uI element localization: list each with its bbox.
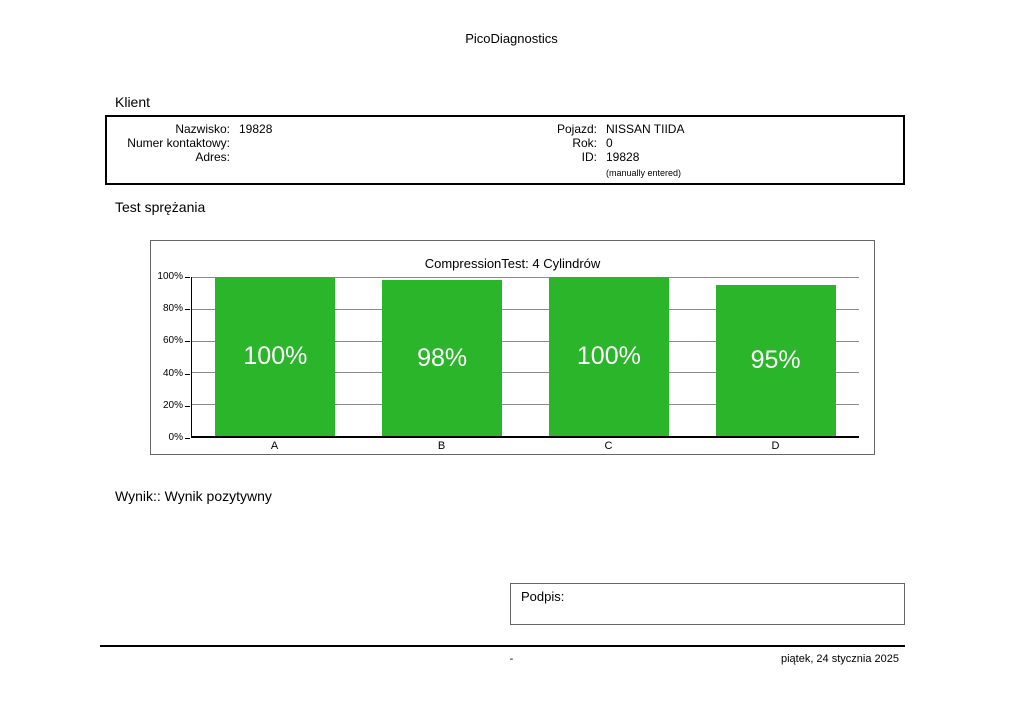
grid-line <box>192 372 859 374</box>
chart-y-axis: 100% 80% 60% 40% 20% 0% <box>151 272 191 443</box>
footer-divider <box>100 645 905 647</box>
y-axis-tick: 40% <box>162 367 191 379</box>
grid-line <box>192 340 859 342</box>
footer-page-indicator: - <box>509 653 514 665</box>
signature-box: Podpis: <box>510 583 905 625</box>
client-left-column: Nazwisko: 19828 Numer kontaktowy: Adres: <box>115 122 272 164</box>
client-field-nazwisko: Nazwisko: 19828 <box>115 122 272 136</box>
grid-line <box>192 277 859 278</box>
chart-plot: 100% 98% 100% 95% <box>191 277 859 438</box>
bar-B: 98% <box>382 280 503 436</box>
field-value-id: 19828 <box>606 150 640 164</box>
field-label-pojazd: Pojazd: <box>556 122 597 136</box>
client-field-numer-kontaktowy: Numer kontaktowy: <box>115 136 272 150</box>
field-label-rok: Rok: <box>572 136 597 150</box>
client-field-adres: Adres: <box>115 150 272 164</box>
compression-chart: CompressionTest: 4 Cylindrów 100% 80% 60% 4… <box>150 240 875 455</box>
y-axis-tick: 20% <box>162 399 191 411</box>
bar-segment-D: 95% <box>692 277 859 436</box>
client-field-pojazd: Pojazd: NISSAN TIIDA <box>507 122 685 136</box>
compression-section-title: Test sprężania <box>115 199 206 215</box>
report-title: PicoDiagnostics <box>465 31 558 46</box>
chart-title: CompressionTest: 4 Cylindrów <box>424 256 601 271</box>
client-field-rok: Rok: 0 <box>507 136 684 150</box>
footer-date: piątek, 24 stycznia 2025 <box>780 653 899 665</box>
x-axis-label-D: D <box>771 440 780 452</box>
client-info-box: Nazwisko: 19828 Numer kontaktowy: Adres:… <box>105 115 905 185</box>
client-section-title: Klient <box>115 94 151 110</box>
field-value-rok: 0 <box>606 136 613 150</box>
bar-value-label: 100% <box>576 342 641 370</box>
bar-C: 100% <box>548 277 669 436</box>
bar-D: 95% <box>715 284 836 436</box>
grid-line <box>192 404 859 406</box>
chart-x-labels: A B C D <box>191 440 859 452</box>
y-axis-tick: 60% <box>162 335 191 347</box>
bar-segment-B: 98% <box>359 277 526 436</box>
signature-label: Podpis: <box>521 589 565 604</box>
manually-entered-note: (manually entered) <box>606 168 682 178</box>
client-right-column: Pojazd: NISSAN TIIDA Rok: 0 ID: 19828 (m… <box>507 122 685 180</box>
field-label-nazwisko: Nazwisko: <box>175 122 230 136</box>
x-axis-label-C: C <box>604 440 613 452</box>
bar-segment-A: 100% <box>192 277 359 436</box>
bar-segment-C: 100% <box>526 277 693 436</box>
x-axis-label-B: B <box>437 440 446 452</box>
y-axis-tick: 0% <box>168 432 191 443</box>
field-label-adres: Adres: <box>195 150 230 164</box>
y-axis-tick: 100% <box>157 271 190 282</box>
field-value-nazwisko: 19828 <box>239 122 273 136</box>
bar-A: 100% <box>215 277 336 436</box>
field-label-numer-kontaktowy: Numer kontaktowy: <box>127 136 230 150</box>
grid-line <box>192 308 859 310</box>
field-label-id: ID: <box>581 150 597 164</box>
y-axis-tick: 80% <box>162 303 191 315</box>
field-value-pojazd: NISSAN TIIDA <box>606 122 685 136</box>
result-text: Wynik:: Wynik pozytywny <box>115 488 272 504</box>
client-field-id: ID: 19828 <box>507 150 684 164</box>
bar-value-label: 98% <box>417 343 468 372</box>
bar-value-label: 95% <box>750 345 801 374</box>
x-axis-label-A: A <box>270 440 279 452</box>
bar-value-label: 100% <box>243 342 308 370</box>
